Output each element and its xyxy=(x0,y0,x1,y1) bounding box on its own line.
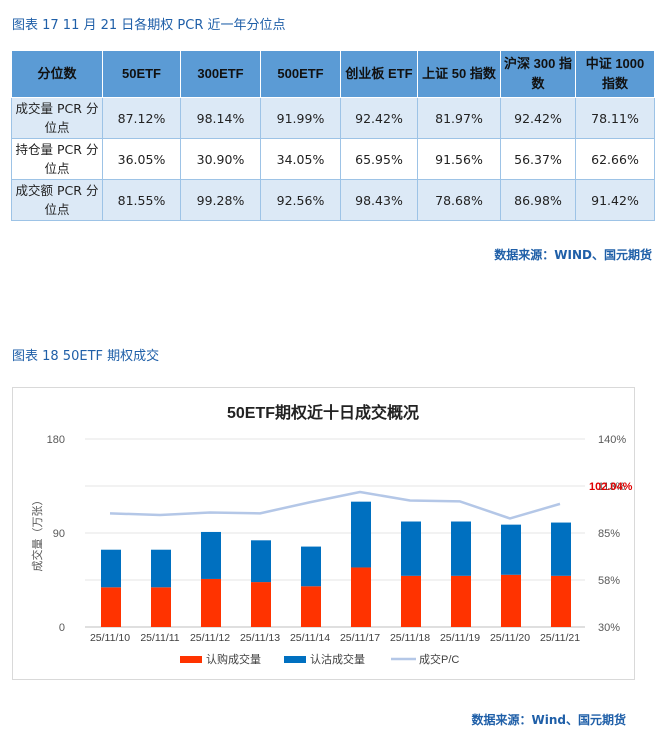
x-tick-label: 25/11/12 xyxy=(190,632,230,644)
table-cell: 98.14% xyxy=(180,97,261,139)
call-volume-bar xyxy=(551,575,571,627)
y-tick-label: 90 xyxy=(53,528,65,540)
chart-source: 数据来源：Wind、国元期货 xyxy=(471,713,626,727)
call-volume-bar xyxy=(501,574,521,627)
table-cell: 99.28% xyxy=(180,179,261,221)
call-volume-bar xyxy=(401,575,421,627)
table-row: 成交量 PCR 分位点 87.12% 98.14% 91.99% 92.42% … xyxy=(11,97,655,139)
y-axis-title: 成交量（万张） xyxy=(30,495,44,572)
table-cell: 92.42% xyxy=(500,97,576,139)
x-tick-label: 25/11/14 xyxy=(290,632,330,644)
table-cell: 34.05% xyxy=(260,138,341,180)
table-cell: 91.56% xyxy=(417,138,501,180)
legend-put-label: 认沽成交量 xyxy=(310,652,365,666)
table-source: 数据来源：WIND、国元期货 xyxy=(494,248,652,262)
x-tick-label: 25/11/19 xyxy=(440,632,480,644)
pc-last-value-label: 102.04% xyxy=(589,481,633,493)
x-tick-label: 25/11/17 xyxy=(340,632,380,644)
table-cell: 30.90% xyxy=(180,138,261,180)
y2-tick-label: 30% xyxy=(598,622,620,634)
put-volume-bar xyxy=(151,549,171,588)
table-cell: 87.12% xyxy=(102,97,181,139)
table-cell: 56.37% xyxy=(500,138,576,180)
header-cell: 50ETF xyxy=(102,50,181,98)
pcr-percentile-table: 分位数 50ETF 300ETF 500ETF 创业板 ETF 上证 50 指数… xyxy=(11,50,655,221)
x-tick-label: 25/11/21 xyxy=(540,632,580,644)
chart-container: 50ETF期权近十日成交概况 0 90 180 30% 58% 85% 113% 140% 成交量… xyxy=(12,387,635,680)
y2-tick-label: 85% xyxy=(598,528,620,540)
table-row: 成交额 PCR 分位点 81.55% 99.28% 92.56% 98.43% … xyxy=(11,179,655,221)
legend-pc-label: 成交P/C xyxy=(419,652,459,666)
y2-tick-label: 113% xyxy=(598,481,626,493)
table-cell: 65.95% xyxy=(340,138,418,180)
call-volume-bar xyxy=(101,587,121,627)
call-volume-bar xyxy=(451,575,471,627)
put-volume-bar xyxy=(451,521,471,576)
call-volume-bar xyxy=(151,587,171,627)
put-volume-bar xyxy=(551,522,571,576)
put-volume-bar xyxy=(301,546,321,587)
table-cell: 78.68% xyxy=(417,179,501,221)
put-volume-bar xyxy=(401,521,421,576)
table-cell: 86.98% xyxy=(500,179,576,221)
x-tick-label: 25/11/10 xyxy=(90,632,130,644)
x-tick-label: 25/11/11 xyxy=(140,632,179,644)
row-label: 成交量 PCR 分位点 xyxy=(11,97,103,139)
call-volume-bar xyxy=(201,578,221,627)
table-cell: 92.56% xyxy=(260,179,341,221)
x-tick-label: 25/11/20 xyxy=(490,632,530,644)
pc-ratio-line xyxy=(109,490,561,520)
table-caption: 图表 17 11 月 21 日各期权 PCR 近一年分位点 xyxy=(12,18,286,33)
put-volume-bar xyxy=(251,540,271,583)
chart-title: 50ETF期权近十日成交概况 xyxy=(227,403,419,422)
put-volume-bar xyxy=(101,549,121,588)
call-volume-bar xyxy=(251,582,271,627)
header-cell: 创业板 ETF xyxy=(340,50,418,98)
x-tick-label: 25/11/18 xyxy=(390,632,430,644)
table-cell: 78.11% xyxy=(575,97,655,139)
table-cell: 91.99% xyxy=(260,97,341,139)
bar-line-chart: 50ETF期权近十日成交概况 0 90 180 30% 58% 85% 113% 140% 成交量… xyxy=(30,403,633,666)
header-cell: 上证 50 指数 xyxy=(417,50,501,98)
row-label: 持仓量 PCR 分位点 xyxy=(11,138,103,180)
call-volume-bar xyxy=(301,586,321,627)
table-header-row: 分位数 50ETF 300ETF 500ETF 创业板 ETF 上证 50 指数… xyxy=(11,50,655,98)
table-cell: 36.05% xyxy=(102,138,181,180)
legend-call-label: 认购成交量 xyxy=(206,652,261,666)
call-volume-bar xyxy=(351,567,371,627)
table-cell: 81.55% xyxy=(102,179,181,221)
y-tick-label: 0 xyxy=(59,622,65,634)
y2-tick-label: 58% xyxy=(598,575,620,587)
header-cell: 沪深 300 指数 xyxy=(500,50,576,98)
y2-tick-label: 140% xyxy=(598,434,626,446)
legend-put-swatch xyxy=(284,656,306,663)
table-cell: 98.43% xyxy=(340,179,418,221)
table-cell: 62.66% xyxy=(575,138,655,180)
header-cell: 500ETF xyxy=(260,50,341,98)
table-row: 持仓量 PCR 分位点 36.05% 30.90% 34.05% 65.95% … xyxy=(11,138,655,180)
chart-caption: 图表 18 50ETF 期权成交 xyxy=(12,349,160,364)
table-cell: 91.42% xyxy=(575,179,655,221)
table-cell: 92.42% xyxy=(340,97,418,139)
header-cell: 分位数 xyxy=(11,50,103,98)
header-cell: 中证 1000 指数 xyxy=(575,50,655,98)
put-volume-bar xyxy=(351,501,371,568)
put-volume-bar xyxy=(501,524,521,575)
x-tick-label: 25/11/13 xyxy=(240,632,280,644)
legend-call-swatch xyxy=(180,656,202,663)
row-label: 成交额 PCR 分位点 xyxy=(11,179,103,221)
table-cell: 81.97% xyxy=(417,97,501,139)
header-cell: 300ETF xyxy=(180,50,261,98)
put-volume-bar xyxy=(201,531,221,579)
y-tick-label: 180 xyxy=(47,434,65,446)
